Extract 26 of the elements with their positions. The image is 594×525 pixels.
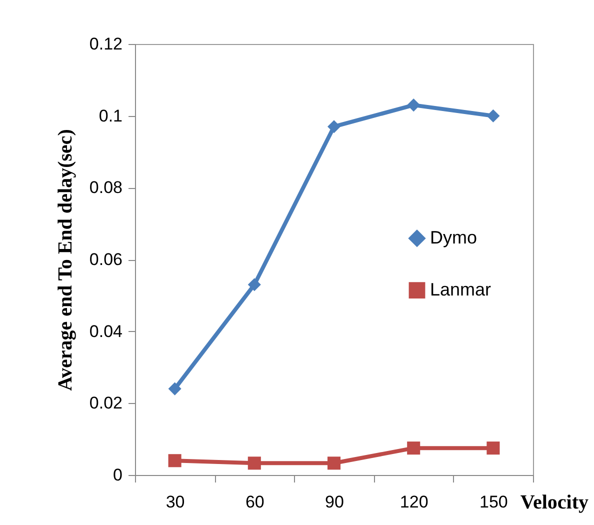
y-tick-label: 0.1 [98, 106, 122, 126]
x-tick-label: 90 [325, 492, 344, 512]
point [248, 278, 261, 292]
x-tick-label: 30 [166, 492, 185, 512]
x-axis-title: Velocity [520, 492, 588, 514]
x-tick-label: 150 [480, 492, 508, 512]
legend-label: Lanmar [430, 279, 492, 300]
x-tick-label: 60 [245, 492, 264, 512]
point [168, 454, 182, 468]
y-tick-label: 0 [113, 466, 122, 484]
legend-label: Dymo [430, 227, 478, 248]
y-tick-label: 0.12 [89, 34, 122, 54]
point [327, 456, 341, 470]
point [327, 120, 341, 134]
point [168, 382, 182, 396]
y-tick-label: 0.04 [89, 322, 122, 341]
y-tick-label: 0.02 [89, 394, 122, 413]
y-tick-label: 0.08 [89, 178, 122, 198]
point [248, 456, 261, 470]
y-tick-label: 0.06 [89, 250, 122, 269]
x-tick-label: 120 [400, 492, 428, 512]
point [407, 442, 420, 455]
y-axis-title: Average end To End delay(sec) [54, 129, 76, 391]
point [407, 98, 420, 112]
point [486, 109, 500, 122]
point [486, 442, 500, 455]
